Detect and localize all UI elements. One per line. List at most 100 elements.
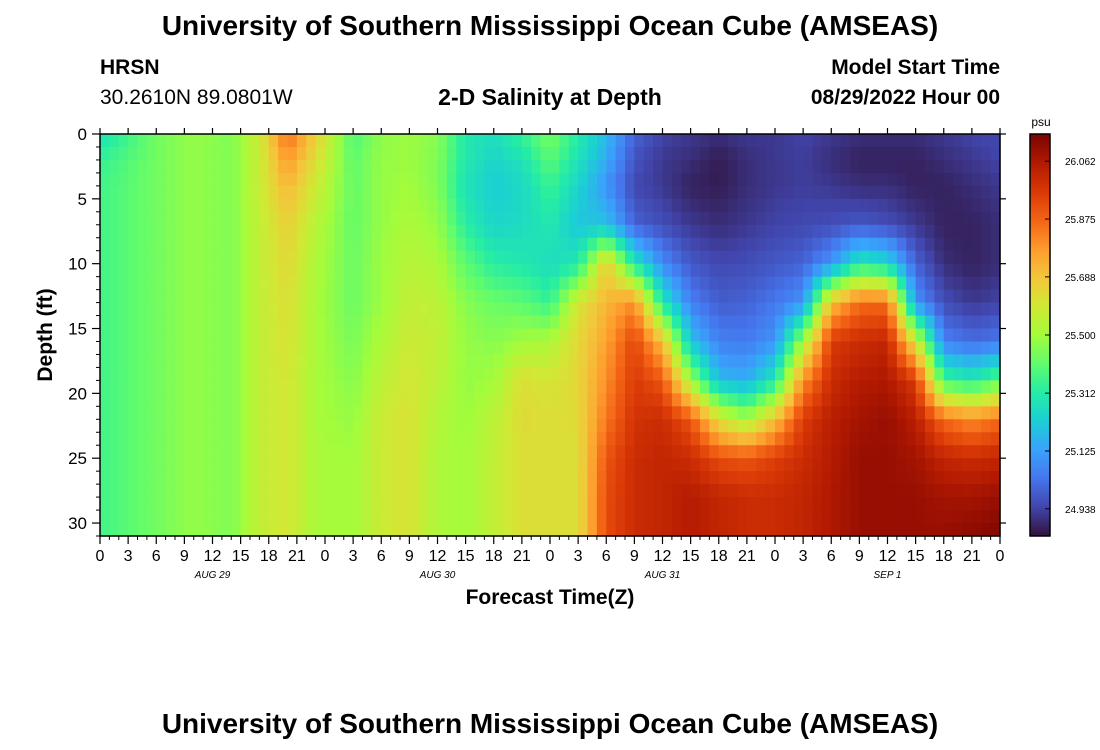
heatmap-cell xyxy=(868,432,879,446)
heatmap-cell xyxy=(700,198,710,213)
heatmap-cell xyxy=(831,445,842,459)
heatmap-cell xyxy=(531,185,542,200)
heatmap-cell xyxy=(934,419,945,433)
heatmap-cell xyxy=(925,172,935,187)
heatmap-cell xyxy=(193,289,204,304)
heatmap-cell xyxy=(250,159,260,174)
heatmap-cell xyxy=(587,328,598,343)
heatmap-cell xyxy=(606,263,617,278)
heatmap-cell xyxy=(465,341,476,356)
heatmap-cell xyxy=(390,263,401,278)
heatmap-cell xyxy=(671,172,682,187)
heatmap-cell xyxy=(428,146,439,161)
x-tick-label: 15 xyxy=(682,548,700,565)
heatmap-cell xyxy=(484,224,495,239)
heatmap-cell xyxy=(765,198,776,213)
heatmap-cell xyxy=(400,484,410,498)
heatmap-cell xyxy=(512,458,523,472)
heatmap-cell xyxy=(212,367,223,381)
heatmap-cell xyxy=(821,134,832,148)
heatmap-cell xyxy=(306,406,317,420)
heatmap-cell xyxy=(793,484,804,498)
heatmap-cell xyxy=(475,445,485,459)
heatmap-cell xyxy=(193,172,204,187)
heatmap-cell xyxy=(775,484,785,498)
heatmap-cell xyxy=(221,406,232,420)
heatmap-cell xyxy=(559,523,570,537)
heatmap-cell xyxy=(212,224,223,239)
heatmap-cell xyxy=(906,224,917,239)
heatmap-cell xyxy=(325,419,335,433)
heatmap-cell xyxy=(728,159,739,174)
x-tick-label: 21 xyxy=(288,548,306,565)
heatmap-cell xyxy=(512,471,523,485)
heatmap-cell xyxy=(193,367,204,381)
heatmap-cell xyxy=(118,354,129,369)
heatmap-cell xyxy=(971,432,982,446)
heatmap-cell xyxy=(343,367,354,381)
heatmap-cell xyxy=(596,419,607,433)
heatmap-cell xyxy=(512,211,523,226)
heatmap-cell xyxy=(278,432,289,446)
heatmap-cell xyxy=(606,497,617,511)
heatmap-cell xyxy=(418,393,429,407)
heatmap-cell xyxy=(953,328,964,343)
heatmap-cell xyxy=(643,134,654,148)
heatmap-cell xyxy=(250,445,260,459)
heatmap-cell xyxy=(859,159,870,174)
heatmap-cell xyxy=(700,185,710,200)
heatmap-cell xyxy=(156,380,167,394)
heatmap-cell xyxy=(662,471,673,485)
heatmap-cell xyxy=(934,328,945,343)
heatmap-cell xyxy=(203,380,214,394)
heatmap-cell xyxy=(756,263,767,278)
heatmap-cell xyxy=(259,250,270,265)
heatmap-cell xyxy=(193,315,204,330)
heatmap-cell xyxy=(718,484,729,498)
heatmap-cell xyxy=(137,497,148,511)
heatmap-cell xyxy=(859,393,870,407)
heatmap-cell xyxy=(306,289,317,304)
heatmap-cell xyxy=(596,484,607,498)
heatmap-cell xyxy=(137,328,148,343)
heatmap-cell xyxy=(250,250,260,265)
heatmap-cell xyxy=(306,302,317,317)
heatmap-cell xyxy=(390,380,401,394)
heatmap-cell xyxy=(803,263,814,278)
heatmap-cell xyxy=(906,250,917,265)
heatmap-cell xyxy=(746,289,757,304)
heatmap-cell xyxy=(737,198,748,213)
heatmap-cell xyxy=(156,289,167,304)
heatmap-cell xyxy=(175,471,185,485)
heatmap-cell xyxy=(100,302,110,317)
heatmap-cell xyxy=(240,380,251,394)
heatmap-cell xyxy=(446,523,457,537)
heatmap-cell xyxy=(615,406,626,420)
heatmap-cell xyxy=(334,237,345,252)
heatmap-cell xyxy=(334,198,345,213)
heatmap-cell xyxy=(793,263,804,278)
heatmap-cell xyxy=(353,315,364,330)
heatmap-cell xyxy=(540,146,551,161)
heatmap-cell xyxy=(990,237,1001,252)
heatmap-cell xyxy=(343,458,354,472)
heatmap-cell xyxy=(184,276,195,291)
heatmap-cell xyxy=(493,172,504,187)
heatmap-cell xyxy=(943,302,954,317)
heatmap-cell xyxy=(578,146,589,161)
heatmap-cell xyxy=(625,432,635,446)
heatmap-cell xyxy=(371,289,382,304)
heatmap-cell xyxy=(690,250,701,265)
heatmap-cell xyxy=(400,497,410,511)
heatmap-cell xyxy=(184,315,195,330)
heatmap-cell xyxy=(681,432,692,446)
heatmap-cell xyxy=(559,419,570,433)
heatmap-cell xyxy=(784,419,795,433)
heatmap-cell xyxy=(568,328,579,343)
heatmap-cell xyxy=(456,315,467,330)
heatmap-cell xyxy=(943,393,954,407)
heatmap-cell xyxy=(606,393,617,407)
heatmap-cell xyxy=(306,523,317,537)
heatmap-cell xyxy=(587,471,598,485)
heatmap-cell xyxy=(812,211,823,226)
